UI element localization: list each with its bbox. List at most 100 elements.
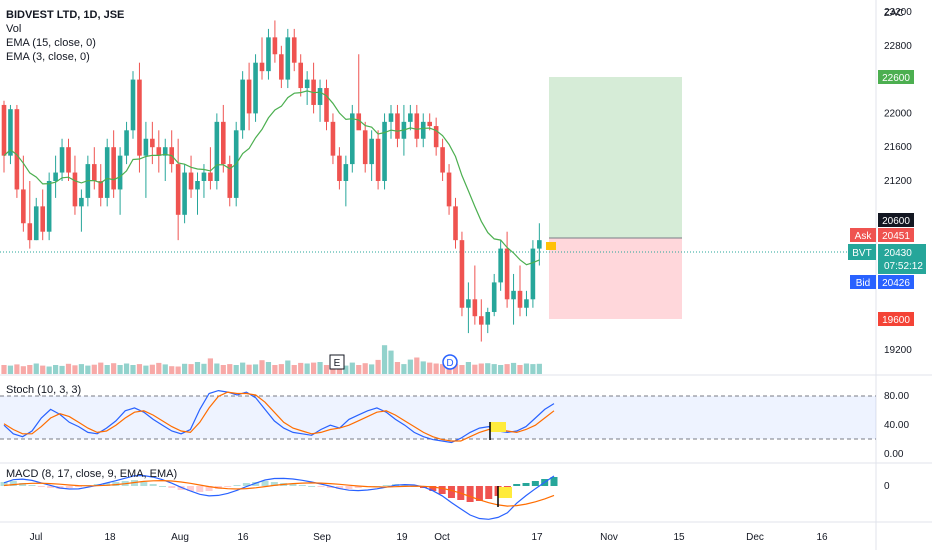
- time-tick: Aug: [171, 532, 189, 543]
- candle-body: [433, 126, 439, 148]
- candle-body: [1, 104, 7, 156]
- candle-body: [162, 147, 168, 156]
- volume-bar: [201, 363, 207, 374]
- volume-bar: [427, 362, 433, 374]
- price-highlight: [546, 242, 556, 250]
- macd-bar: [177, 486, 185, 490]
- candle-body: [517, 290, 523, 308]
- volume-bar: [240, 362, 246, 374]
- stoch-lines: [3, 389, 555, 444]
- macd-bar: [186, 486, 194, 491]
- volume-bar: [285, 360, 291, 374]
- macd-bar: [289, 484, 297, 486]
- candle-body: [466, 299, 471, 308]
- macd-tick-0: 0: [884, 481, 890, 492]
- candle-body: [472, 299, 478, 317]
- svg-text:20426: 20426: [882, 278, 910, 289]
- candle-body: [14, 109, 20, 190]
- candle-body: [246, 79, 252, 114]
- volume-bar: [291, 365, 297, 374]
- candle-body: [485, 311, 491, 325]
- volume-bar: [414, 357, 420, 374]
- candle-body: [285, 37, 291, 80]
- volume-bar: [188, 364, 194, 374]
- candle-body: [446, 172, 452, 207]
- ema15-indicator-label[interactable]: EMA (15, close, 0): [6, 37, 96, 49]
- candle-body: [298, 62, 303, 89]
- ema3-indicator-label[interactable]: EMA (3, close, 0): [6, 51, 90, 63]
- candle-body: [504, 248, 510, 300]
- volume-bar: [20, 366, 26, 374]
- volume-bar: [465, 362, 471, 374]
- candle-body: [182, 172, 187, 215]
- candle-body: [33, 206, 39, 241]
- volume-bar: [72, 365, 78, 374]
- earnings-marker[interactable]: [329, 354, 345, 370]
- candle-body: [440, 147, 445, 173]
- volume-bar: [440, 364, 446, 374]
- currency-label: ZAC: [884, 8, 904, 19]
- candle-body: [227, 164, 233, 198]
- volume-bar: [207, 358, 213, 374]
- volume-bar: [491, 364, 497, 374]
- candle-body: [59, 147, 65, 173]
- macd-bar: [149, 484, 157, 486]
- candle-body: [530, 248, 536, 300]
- volume-bar: [278, 364, 284, 374]
- candle-body: [395, 113, 400, 139]
- macd-histogram: [0, 474, 558, 520]
- volume-bar: [143, 365, 149, 374]
- last-price-tag: BVT 20430 07:52:12: [848, 244, 926, 274]
- candle-body: [420, 121, 426, 139]
- volume-bar: [311, 362, 317, 374]
- macd-bar: [475, 486, 483, 501]
- macd-bar: [196, 486, 204, 492]
- volume-bar: [1, 365, 7, 374]
- volume-bar: [104, 365, 110, 374]
- svg-text:19600: 19600: [882, 315, 910, 326]
- candle-body: [362, 130, 368, 165]
- candle-body: [92, 164, 97, 181]
- candle-body: [150, 138, 155, 148]
- svg-text:07:52:12: 07:52:12: [884, 261, 923, 272]
- macd-bar: [37, 486, 45, 487]
- candle-body: [324, 88, 329, 122]
- stoch-title[interactable]: Stoch (10, 3, 3): [6, 384, 82, 396]
- stoch-tick-80: 80.00: [884, 391, 909, 402]
- volume-bar: [317, 362, 323, 374]
- candle-body: [46, 181, 52, 232]
- time-tick: Sep: [313, 532, 331, 543]
- volume-bar: [59, 365, 65, 374]
- volume-indicator-label[interactable]: Vol: [6, 23, 22, 35]
- macd-bar: [19, 483, 27, 486]
- candle-body: [221, 121, 226, 165]
- volume-bar: [356, 365, 362, 374]
- volume-bar: [14, 364, 20, 374]
- candle-body: [388, 113, 394, 122]
- symbol-title[interactable]: BIDVEST LTD, 1D, JSE: [6, 9, 125, 21]
- macd-bar: [345, 486, 353, 489]
- candle-body: [21, 189, 26, 224]
- macd-bar: [205, 486, 213, 491]
- svg-text:20430: 20430: [884, 248, 912, 259]
- candle-body: [201, 172, 207, 181]
- candle-body: [104, 147, 110, 198]
- volume-bar: [394, 362, 401, 374]
- macd-bar: [103, 483, 111, 486]
- volume-bar: [91, 364, 97, 374]
- candle-body: [27, 223, 33, 241]
- time-tick: 17: [531, 532, 543, 543]
- volume-bar: [523, 363, 530, 374]
- target-zone[interactable]: [549, 77, 682, 238]
- candle-body: [175, 164, 181, 215]
- stop-zone[interactable]: [549, 238, 682, 319]
- volume-bar: [117, 365, 123, 374]
- volume-bar: [401, 364, 407, 374]
- dividend-marker[interactable]: [442, 354, 458, 370]
- macd-bar: [438, 486, 446, 494]
- volume-bar: [388, 350, 394, 374]
- macd-title[interactable]: MACD (8, 17, close, 9, EMA, EMA): [6, 468, 178, 480]
- candle-body: [524, 299, 529, 308]
- svg-text:Ask: Ask: [855, 231, 873, 242]
